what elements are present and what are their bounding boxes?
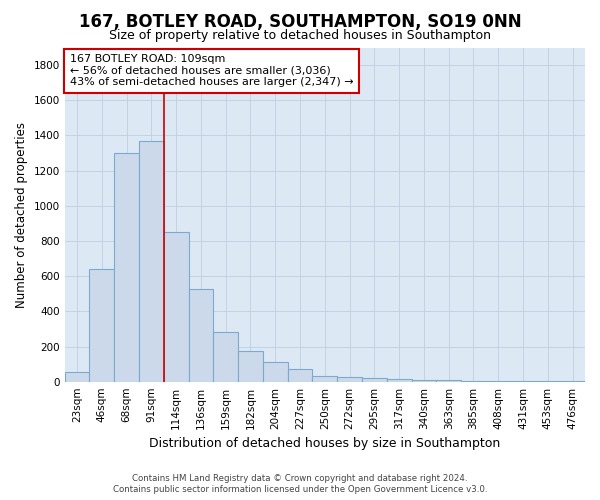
Bar — [461, 381, 486, 382]
Bar — [313, 376, 337, 382]
Bar — [114, 153, 139, 382]
Bar — [436, 380, 461, 382]
X-axis label: Distribution of detached houses by size in Southampton: Distribution of detached houses by size … — [149, 437, 500, 450]
Bar — [263, 362, 287, 382]
Bar — [214, 332, 238, 382]
Bar — [164, 232, 188, 382]
Bar — [486, 381, 511, 382]
Y-axis label: Number of detached properties: Number of detached properties — [15, 122, 28, 308]
Bar — [387, 379, 412, 382]
Text: 167 BOTLEY ROAD: 109sqm
← 56% of detached houses are smaller (3,036)
43% of semi: 167 BOTLEY ROAD: 109sqm ← 56% of detache… — [70, 54, 353, 88]
Bar — [412, 380, 436, 382]
Text: 167, BOTLEY ROAD, SOUTHAMPTON, SO19 0NN: 167, BOTLEY ROAD, SOUTHAMPTON, SO19 0NN — [79, 12, 521, 30]
Bar — [337, 378, 362, 382]
Bar — [188, 290, 214, 382]
Bar — [362, 378, 387, 382]
Bar — [139, 140, 164, 382]
Bar — [65, 372, 89, 382]
Text: Contains HM Land Registry data © Crown copyright and database right 2024.
Contai: Contains HM Land Registry data © Crown c… — [113, 474, 487, 494]
Bar — [238, 351, 263, 382]
Bar — [89, 269, 114, 382]
Bar — [287, 370, 313, 382]
Text: Size of property relative to detached houses in Southampton: Size of property relative to detached ho… — [109, 29, 491, 42]
Bar — [511, 381, 535, 382]
